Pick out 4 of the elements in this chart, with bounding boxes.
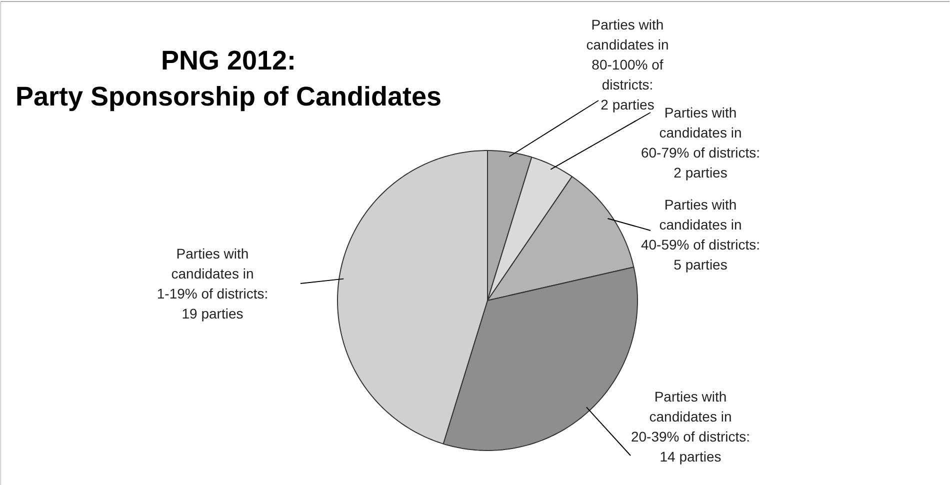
slice-label: Parties with candidates in 40-59% of districts: 5 parties [640,196,760,272]
text: PNG 2012: Party Sponsorship of Candidates [15,46,442,112]
slice-label: Parties with candidates in 20-39% of districts: 14 parties [630,388,750,464]
slice-label: Parties with candidates in 1-19% of districts: 19 parties [156,246,268,322]
